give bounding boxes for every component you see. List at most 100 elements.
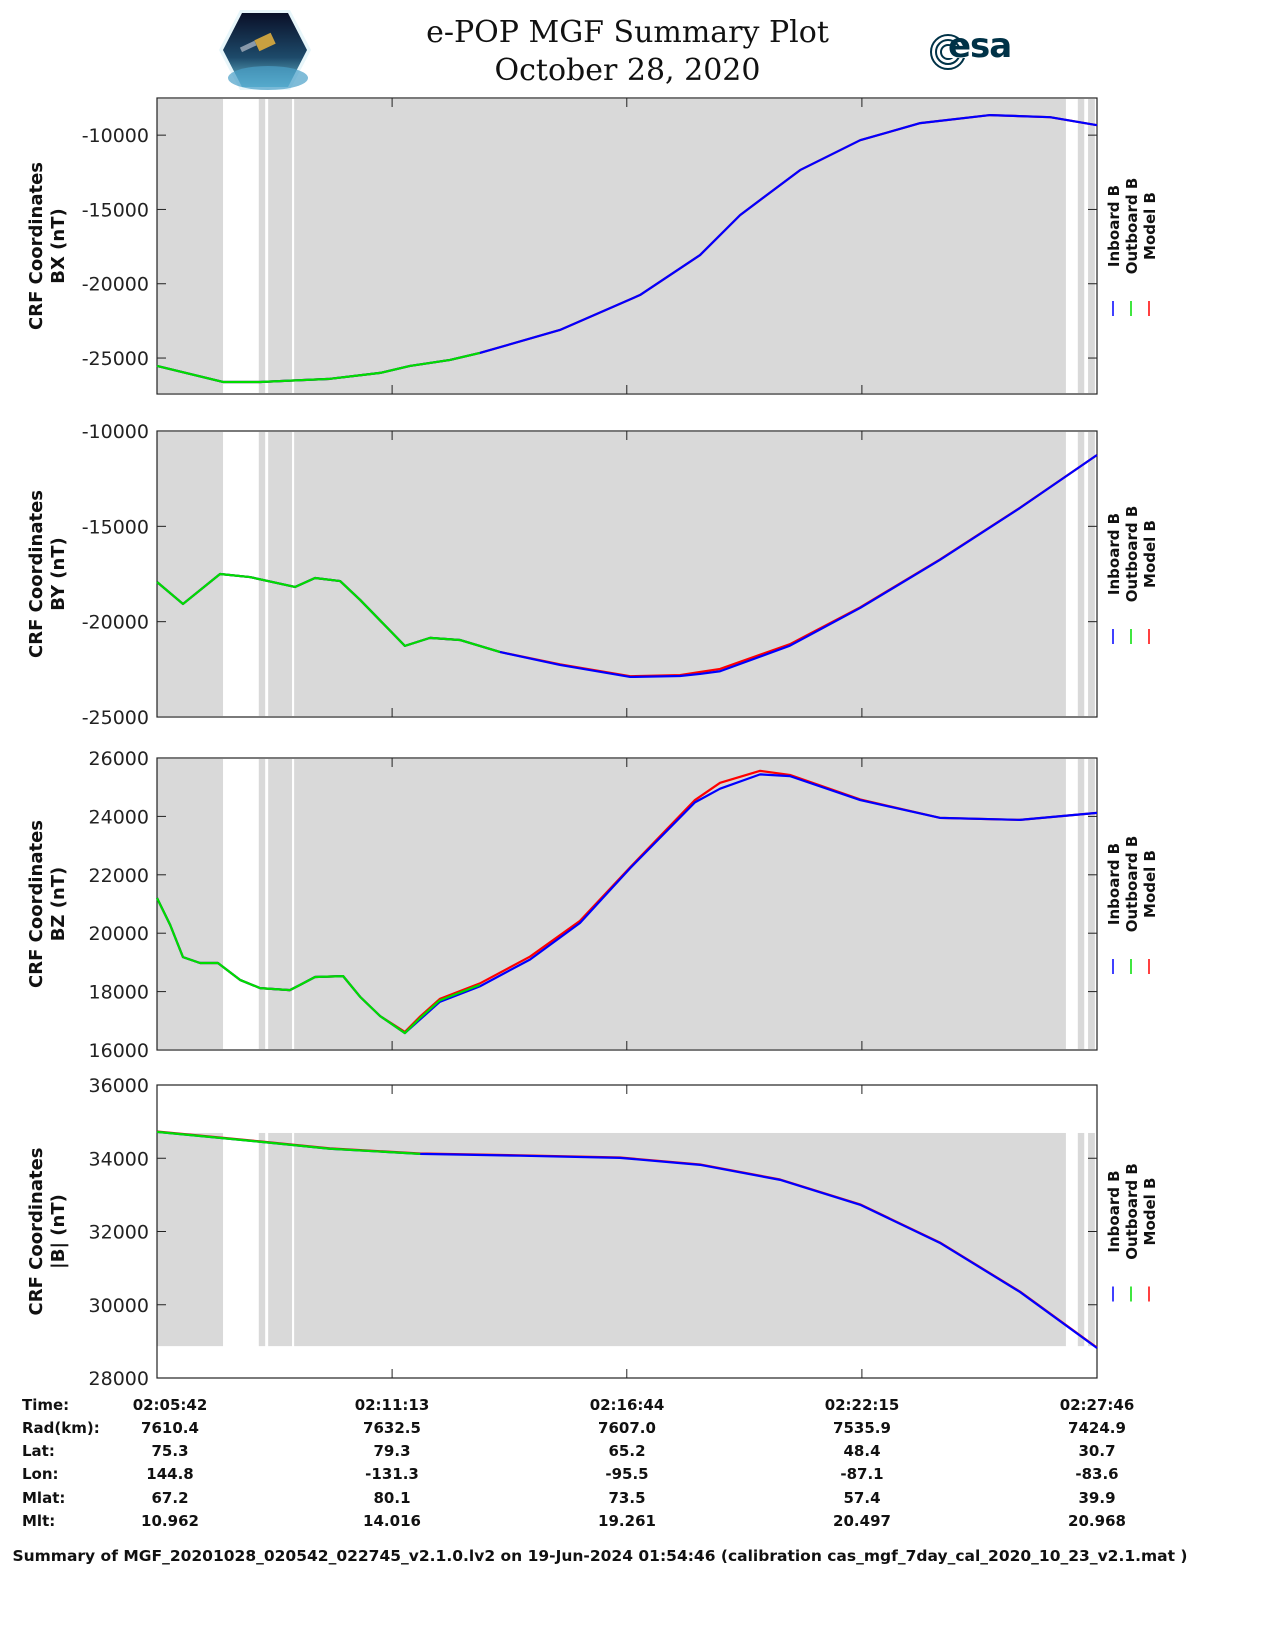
table-cell: 20.968 [1068, 1512, 1126, 1530]
data-gap-band [1077, 99, 1085, 393]
series-outboard-b [156, 1130, 421, 1155]
data-gap-band [294, 432, 1066, 716]
data-gap-band [268, 99, 293, 393]
legend-label: Outboard B [1123, 836, 1141, 933]
y-tick-label: -10000 [82, 421, 149, 443]
data-gap-band [258, 759, 266, 1049]
table-cell: -131.3 [365, 1465, 419, 1483]
series-outboard-b [156, 351, 481, 384]
y-axis-label-line: CRF Coordinates [26, 1148, 47, 1316]
plot-title-main: e-POP MGF Summary Plot [426, 15, 829, 50]
table-cell: 39.9 [1078, 1489, 1116, 1507]
table-cell: 02:16:44 [589, 1396, 665, 1414]
data-gap-band [1088, 759, 1095, 1049]
data-gap-band [268, 432, 293, 716]
table-cell: 67.2 [151, 1489, 189, 1507]
data-gap-band [157, 432, 224, 716]
table-cell: -95.5 [605, 1465, 649, 1483]
y-tick-label: -10000 [82, 125, 149, 147]
y-axis-label: CRF CoordinatesBX (nT) [26, 162, 69, 330]
plot-title: e-POP MGF Summary Plot October 28, 2020 [0, 14, 1255, 90]
data-gap-band [268, 1132, 293, 1347]
panel-1: -25000 -20000 -15000 -10000 CRF CoordinatesB… [26, 97, 1159, 395]
y-axis-label-line: CRF Coordinates [26, 820, 47, 988]
y-tick-label: 28000 [89, 1368, 149, 1390]
table-cell: 02:11:13 [354, 1396, 430, 1414]
table-cell: -87.1 [840, 1465, 884, 1483]
data-gap-band [1088, 99, 1095, 393]
legend-label: Outboard B [1123, 1163, 1141, 1260]
y-axis-label-line: CRF Coordinates [26, 162, 47, 330]
table-cell: 65.2 [608, 1442, 646, 1460]
legend-label: Model B [1141, 520, 1159, 588]
table-row-label: Mlat: [22, 1489, 66, 1507]
cassiope-logo [219, 10, 311, 90]
table-row-label: Rad(km): [22, 1419, 100, 1437]
data-gap-band [157, 1132, 224, 1347]
legend-label: Outboard B [1123, 506, 1141, 603]
y-tick-label: -25000 [82, 707, 149, 729]
table-cell: 48.4 [843, 1442, 881, 1460]
y-tick-label: -15000 [82, 199, 149, 221]
table-cell: 144.8 [146, 1465, 194, 1483]
panel-2: -25000 -20000 -15000 -10000 CRF CoordinatesB… [26, 421, 1159, 729]
data-gap-band [268, 759, 293, 1049]
y-tick-label: 20000 [89, 923, 149, 945]
y-tick-label: 18000 [89, 982, 149, 1004]
table-row-label: Lat: [22, 1442, 55, 1460]
table-row-label: Mlt: [22, 1512, 56, 1530]
data-gap-band [258, 99, 266, 393]
footer-caption: Summary of MGF_20201028_020542_022745_v2… [12, 1547, 1188, 1565]
data-gap-band [1077, 432, 1085, 716]
legend-label: Model B [1141, 1178, 1159, 1246]
data-gap-band [258, 1132, 266, 1347]
plot-date: October 28, 2020 [494, 53, 761, 88]
legend-label: Model B [1141, 850, 1159, 918]
esa-wordmark: esa [948, 26, 1012, 66]
y-tick-label: -20000 [82, 274, 149, 296]
y-tick-label: 34000 [89, 1148, 149, 1170]
table-cell: 14.016 [363, 1512, 421, 1530]
y-tick-label: 16000 [89, 1040, 149, 1062]
table-row-label: Lon: [22, 1465, 59, 1483]
table-cell: 30.7 [1078, 1442, 1116, 1460]
series-outboard-b [156, 572, 501, 654]
panel-3: 16000 18000 20000 22000 24000 26000 CRF Coordi… [26, 748, 1159, 1062]
table-cell: 7607.0 [598, 1419, 656, 1437]
data-gap-band [1077, 759, 1085, 1049]
legend-label: Inboard B [1105, 513, 1123, 595]
y-tick-label: 24000 [89, 806, 149, 828]
table-row-label: Time: [22, 1396, 70, 1414]
data-gap-band [157, 759, 224, 1049]
y-tick-label: 36000 [89, 1075, 149, 1097]
panel-4: 28000 30000 32000 34000 36000 CRF Coordinates… [26, 1075, 1159, 1390]
legend-label: Inboard B [1105, 185, 1123, 267]
y-tick-label: 22000 [89, 865, 149, 887]
table-cell: 80.1 [373, 1489, 411, 1507]
table-cell: 02:22:15 [824, 1396, 900, 1414]
table-cell: -83.6 [1075, 1465, 1119, 1483]
table-cell: 19.261 [598, 1512, 656, 1530]
y-axis-label: CRF CoordinatesBY (nT) [26, 490, 69, 658]
table-cell: 7610.4 [141, 1419, 199, 1437]
y-axis-label-line: CRF Coordinates [26, 490, 47, 658]
legend-label: Model B [1141, 192, 1159, 260]
y-axis-label: CRF CoordinatesBZ (nT) [26, 820, 69, 988]
y-tick-label: -25000 [82, 348, 149, 370]
y-tick-label: 30000 [89, 1295, 149, 1317]
table-cell: 7535.9 [833, 1419, 891, 1437]
table-cell: 73.5 [608, 1489, 646, 1507]
y-axis-label-line: BX (nT) [48, 208, 69, 283]
data-gap-band [294, 99, 1066, 393]
data-gap-band [157, 99, 224, 393]
y-tick-label: 32000 [89, 1222, 149, 1244]
legend-label: Inboard B [1105, 1170, 1123, 1252]
data-gap-band [294, 759, 1066, 1049]
y-axis-label-line: BZ (nT) [48, 867, 69, 942]
y-axis-label-line: |B| (nT) [48, 1194, 69, 1269]
esa-emblem-icon [930, 34, 968, 70]
legend-label: Inboard B [1105, 843, 1123, 925]
data-gap-band [294, 1132, 1066, 1347]
data-gap-band [1077, 1132, 1085, 1347]
y-tick-label: -20000 [82, 612, 149, 634]
